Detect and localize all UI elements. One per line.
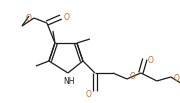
Text: O: O — [64, 13, 70, 22]
Text: O: O — [130, 73, 136, 81]
Text: O: O — [26, 13, 32, 23]
Text: O: O — [86, 90, 92, 99]
Text: O: O — [148, 56, 154, 66]
Text: NH: NH — [63, 77, 75, 87]
Text: O: O — [174, 74, 180, 83]
